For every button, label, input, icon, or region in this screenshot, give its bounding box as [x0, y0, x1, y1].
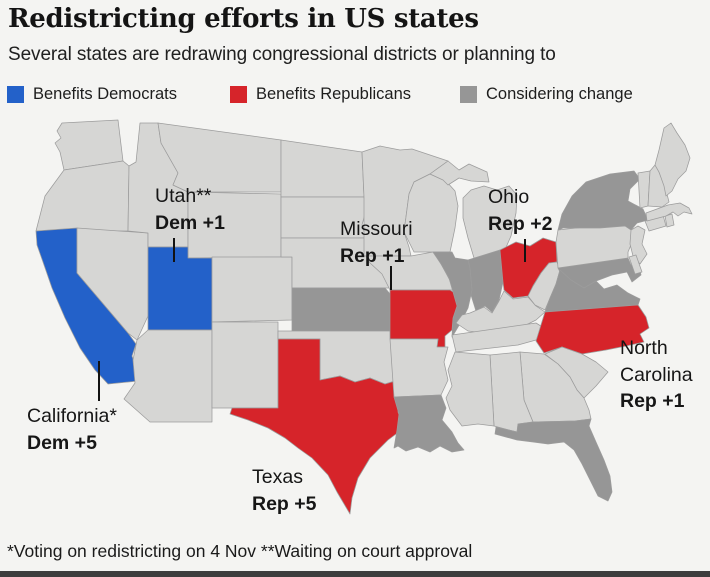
democrats-swatch-icon — [7, 86, 24, 103]
state-tx — [229, 338, 405, 515]
page-subtitle: Several states are redrawing congression… — [8, 44, 556, 65]
state-ma — [645, 202, 693, 222]
state-fl — [494, 418, 613, 502]
leader-line-missouri — [390, 266, 392, 290]
state-value: Dem +5 — [27, 431, 97, 454]
state-ri — [664, 213, 675, 228]
state-la — [393, 394, 465, 453]
state-value: Rep +1 — [620, 390, 685, 413]
state-value: Dem +1 — [155, 211, 225, 234]
state-or — [35, 160, 130, 232]
state-label: Ohio — [488, 186, 530, 208]
annotation-texas: Texas Rep +5 — [252, 464, 317, 517]
state-co — [211, 256, 293, 323]
state-nj — [629, 225, 648, 265]
state-value: Rep +5 — [252, 492, 317, 515]
leader-line-california — [98, 361, 100, 401]
state-value: Rep +2 — [488, 212, 553, 235]
state-mo — [389, 289, 458, 348]
state-ms — [445, 351, 495, 427]
page-title: Redistricting efforts in US states — [8, 4, 479, 34]
state-label: North Carolina — [620, 337, 693, 386]
state-label: Missouri — [340, 218, 413, 240]
considering-swatch-icon — [460, 86, 477, 103]
legend-item-democrats: Benefits Democrats — [7, 85, 177, 104]
leader-line-ohio — [524, 239, 526, 262]
state-ar — [389, 338, 449, 398]
annotation-north-carolina: North Carolina Rep +1 — [620, 335, 710, 415]
state-de — [628, 254, 643, 275]
state-ny — [557, 170, 649, 231]
state-mt — [157, 122, 282, 193]
legend-label: Benefits Republicans — [256, 85, 412, 103]
annotation-ohio: Ohio Rep +2 — [488, 184, 553, 237]
state-nc — [535, 304, 650, 355]
leader-line-utah — [173, 238, 175, 262]
bottom-bar — [0, 571, 710, 577]
annotation-missouri: Missouri Rep +1 — [340, 216, 413, 269]
state-az — [123, 329, 213, 423]
state-mu — [429, 160, 490, 186]
state-me — [654, 122, 691, 197]
state-wi — [403, 173, 459, 253]
republicans-swatch-icon — [230, 86, 247, 103]
legend-label: Benefits Democrats — [33, 85, 177, 103]
legend-label: Considering change — [486, 85, 633, 103]
footnote: *Voting on redistricting on 4 Nov **Wait… — [7, 541, 473, 561]
annotation-utah: Utah** Dem +1 — [155, 183, 225, 236]
state-ks — [291, 287, 391, 332]
legend-item-considering: Considering change — [460, 85, 633, 104]
state-nd — [280, 139, 365, 198]
state-label: Texas — [252, 466, 303, 488]
state-nm — [211, 321, 279, 409]
state-ut — [147, 246, 213, 331]
legend-item-republicans: Benefits Republicans — [230, 85, 411, 104]
state-value: Rep +1 — [340, 244, 405, 267]
state-mi — [462, 185, 518, 259]
state-va — [544, 269, 641, 313]
state-label: Utah** — [155, 185, 212, 207]
annotation-california: California* Dem +5 — [27, 403, 117, 456]
state-label: California* — [27, 405, 117, 427]
